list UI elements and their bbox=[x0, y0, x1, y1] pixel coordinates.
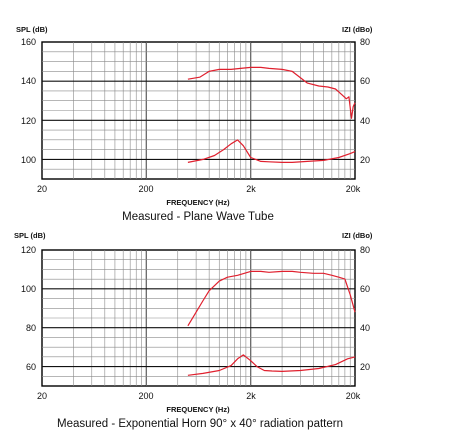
grid bbox=[42, 42, 355, 179]
y-left-tick-labels: 120 100 80 60 bbox=[21, 245, 36, 372]
grid bbox=[42, 250, 355, 386]
x-axis-title: FREQUENCY (Hz) bbox=[166, 198, 230, 207]
x-tick-label: 20k bbox=[346, 391, 361, 401]
y-left-tick-label: 160 bbox=[21, 37, 36, 47]
x-tick-label: 200 bbox=[138, 391, 153, 401]
x-tick-label: 2k bbox=[246, 391, 256, 401]
curves bbox=[187, 270, 356, 376]
y-right-tick-labels: 80 60 40 20 bbox=[360, 245, 370, 372]
y-left-axis-title: SPL (dB) bbox=[14, 231, 46, 240]
y-left-tick-labels: 160 140 120 100 bbox=[21, 37, 36, 165]
curves bbox=[187, 66, 356, 163]
y-right-tick-labels: 80 60 40 20 bbox=[360, 37, 370, 165]
y-left-tick-label: 120 bbox=[21, 116, 36, 126]
y-right-tick-label: 40 bbox=[360, 116, 370, 126]
y-left-axis-title: SPL (dB) bbox=[16, 25, 48, 34]
y-right-tick-label: 80 bbox=[360, 37, 370, 47]
x-tick-label: 2k bbox=[246, 184, 256, 194]
y-right-tick-label: 60 bbox=[360, 284, 370, 294]
y-right-axis-title: IZI (dBo) bbox=[342, 231, 373, 240]
y-right-axis-title: IZI (dBo) bbox=[342, 25, 373, 34]
impedance-curve bbox=[187, 354, 356, 376]
impedance-curve bbox=[187, 139, 356, 163]
y-left-tick-label: 60 bbox=[26, 362, 36, 372]
y-right-tick-label: 60 bbox=[360, 76, 370, 86]
y-left-tick-label: 100 bbox=[21, 284, 36, 294]
y-right-tick-label: 40 bbox=[360, 323, 370, 333]
x-tick-label: 200 bbox=[138, 184, 153, 194]
x-tick-label: 20k bbox=[346, 184, 361, 194]
chart-caption: Measured - Exponential Horn 90° x 40° ra… bbox=[57, 418, 343, 430]
chart-caption: Measured - Plane Wave Tube bbox=[122, 211, 274, 223]
x-tick-labels: 20 200 2k 20k bbox=[37, 184, 361, 194]
spl-response-curve bbox=[187, 270, 356, 327]
y-left-tick-label: 80 bbox=[26, 323, 36, 333]
y-right-tick-label: 20 bbox=[360, 362, 370, 372]
y-right-tick-label: 80 bbox=[360, 245, 370, 255]
x-axis-title: FREQUENCY (Hz) bbox=[166, 405, 230, 414]
chart-exponential-horn: SPL (dB) IZI (dBo) 120 100 80 60 80 60 4… bbox=[14, 231, 373, 430]
y-left-tick-label: 100 bbox=[21, 155, 36, 165]
x-tick-label: 20 bbox=[37, 184, 47, 194]
y-left-tick-label: 140 bbox=[21, 76, 36, 86]
y-right-tick-label: 20 bbox=[360, 155, 370, 165]
y-left-tick-label: 120 bbox=[21, 245, 36, 255]
chart-plane-wave-tube: SPL (dB) IZI (dBo) 160 140 120 100 80 60… bbox=[16, 25, 373, 223]
spl-response-curve bbox=[187, 66, 356, 119]
x-tick-label: 20 bbox=[37, 391, 47, 401]
x-tick-labels: 20 200 2k 20k bbox=[37, 391, 361, 401]
